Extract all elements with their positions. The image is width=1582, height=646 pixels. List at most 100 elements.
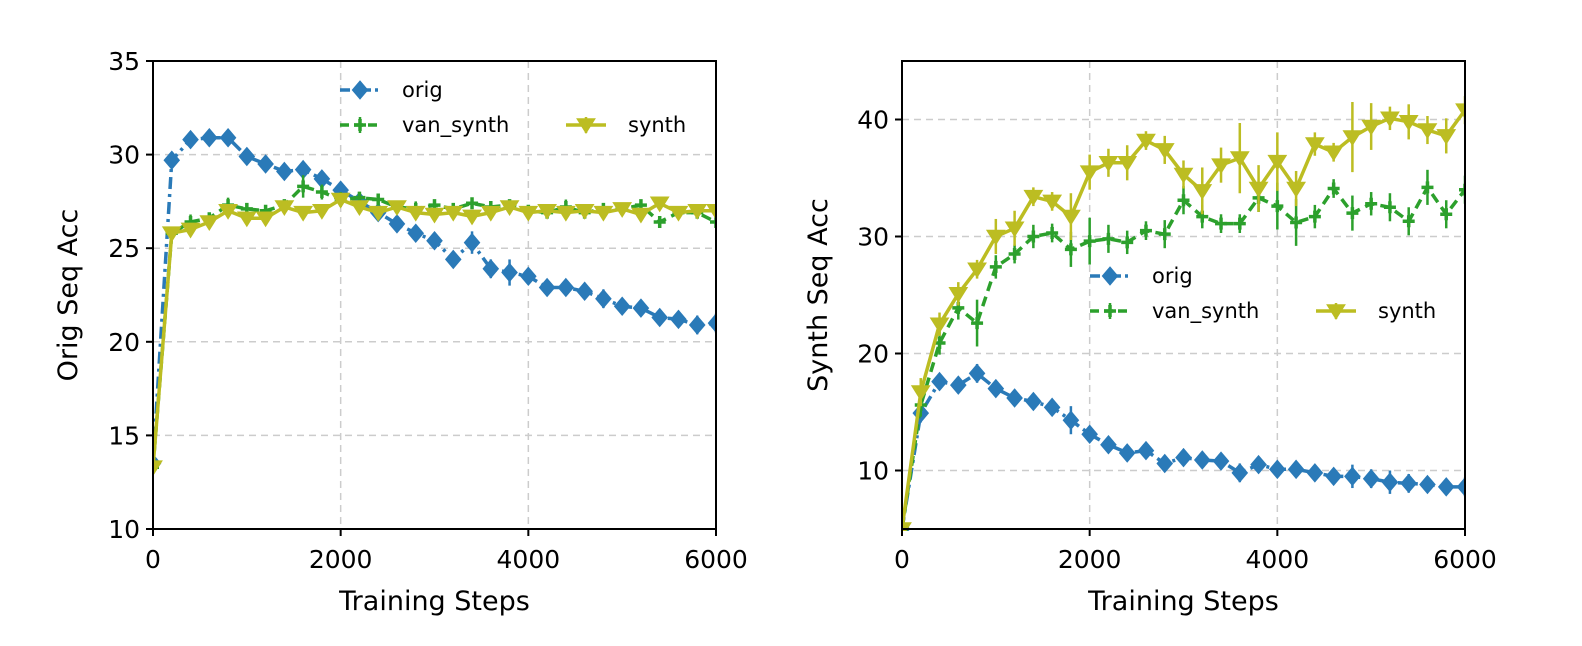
data-point — [276, 161, 293, 182]
y-tick-label: 10 — [857, 457, 889, 486]
data-point — [163, 150, 181, 170]
data-point — [1060, 209, 1081, 226]
data-point — [482, 259, 500, 279]
y-tick-label: 35 — [108, 47, 140, 76]
data-point — [1421, 181, 1434, 194]
data-point — [199, 215, 220, 232]
data-point — [1025, 391, 1042, 412]
legend: orig van_synth synth — [1090, 264, 1436, 324]
data-point — [612, 202, 633, 218]
data-point — [520, 266, 537, 287]
data-point — [444, 249, 462, 270]
data-point — [1383, 201, 1396, 214]
data-point — [632, 298, 650, 318]
data-point — [1287, 459, 1305, 480]
data-point — [1117, 155, 1138, 172]
data-point — [330, 192, 351, 209]
data-point — [1400, 473, 1418, 494]
data-point — [985, 229, 1006, 246]
legend-item-synth: synth — [566, 113, 686, 137]
data-point — [349, 200, 370, 217]
legend-item-synth: synth — [1316, 299, 1436, 323]
data-point — [1440, 208, 1453, 221]
series-orig — [153, 127, 716, 474]
data-point — [218, 203, 238, 220]
data-point — [707, 313, 716, 333]
plot-frame — [901, 60, 1466, 530]
legend-label: van_synth — [1152, 299, 1259, 324]
y-tick-label: 25 — [108, 234, 140, 263]
data-point — [989, 260, 1002, 273]
data-point — [557, 277, 575, 298]
data-point — [257, 154, 274, 174]
data-point — [1267, 154, 1288, 171]
x-axis-label: Training Steps — [338, 586, 530, 617]
x-axis-label: Training Steps — [1087, 586, 1279, 617]
data-point — [1062, 410, 1080, 430]
data-point — [1136, 133, 1156, 150]
chart-panel-1: 0 2000 4000 6000 10 15 20 25 30 35 Training Steps O… — [53, 47, 748, 617]
data-point — [1290, 216, 1303, 229]
data-point — [293, 205, 314, 222]
data-point — [1248, 181, 1269, 198]
series-synth — [902, 96, 1465, 531]
data-point — [1419, 474, 1436, 495]
data-point — [1269, 459, 1286, 480]
legend-label: orig — [1152, 264, 1193, 288]
data-point — [518, 205, 539, 222]
series-line-van_synth — [153, 184, 716, 468]
x-tick-label: 0 — [894, 545, 910, 574]
x-tick-label: 6000 — [684, 545, 748, 574]
data-point — [1121, 236, 1134, 249]
data-point — [1081, 424, 1098, 445]
data-point — [537, 203, 558, 220]
series-orig — [902, 363, 1465, 531]
legend-label: orig — [402, 78, 443, 102]
legend-item-orig: orig — [340, 78, 443, 102]
data-point — [931, 371, 948, 392]
series-layer — [153, 127, 716, 477]
data-point — [462, 209, 482, 226]
data-point — [1459, 183, 1465, 196]
data-point — [1079, 165, 1100, 182]
data-point — [1193, 450, 1211, 470]
data-point — [1004, 221, 1025, 238]
data-point — [538, 277, 556, 298]
series-synth — [153, 192, 716, 477]
data-point — [405, 205, 426, 222]
data-point — [670, 309, 687, 330]
data-point — [1306, 463, 1324, 483]
data-point — [236, 211, 257, 228]
data-point — [574, 203, 595, 220]
data-point — [1158, 228, 1171, 241]
y-tick-label: 10 — [108, 515, 140, 544]
data-point — [1102, 232, 1115, 245]
x-tick-label: 0 — [145, 545, 161, 574]
data-point — [1211, 158, 1231, 175]
data-point — [219, 127, 237, 148]
series-layer — [902, 96, 1465, 531]
data-point — [388, 214, 406, 234]
legend: orig van_synth synth — [340, 78, 686, 138]
data-point — [948, 287, 969, 303]
data-point — [710, 215, 716, 228]
legend-item-van_synth: van_synth — [340, 113, 509, 138]
y-tick-label: 30 — [108, 141, 140, 170]
y-tick-label: 20 — [108, 328, 140, 357]
legend-item-orig: orig — [1090, 264, 1193, 288]
legend-swatch-marker — [576, 118, 596, 135]
data-point — [1346, 207, 1359, 220]
data-point — [987, 378, 1005, 399]
data-point — [1118, 443, 1136, 463]
data-point — [967, 262, 987, 279]
data-point — [372, 193, 385, 206]
data-point — [1342, 130, 1363, 147]
legend-swatch-marker — [351, 80, 369, 100]
data-point — [1154, 143, 1175, 159]
legend-swatch-marker — [354, 119, 366, 131]
data-point — [311, 203, 332, 220]
data-point — [1139, 224, 1152, 237]
data-point — [1100, 434, 1117, 455]
data-point — [1023, 189, 1044, 206]
data-point — [949, 375, 967, 395]
